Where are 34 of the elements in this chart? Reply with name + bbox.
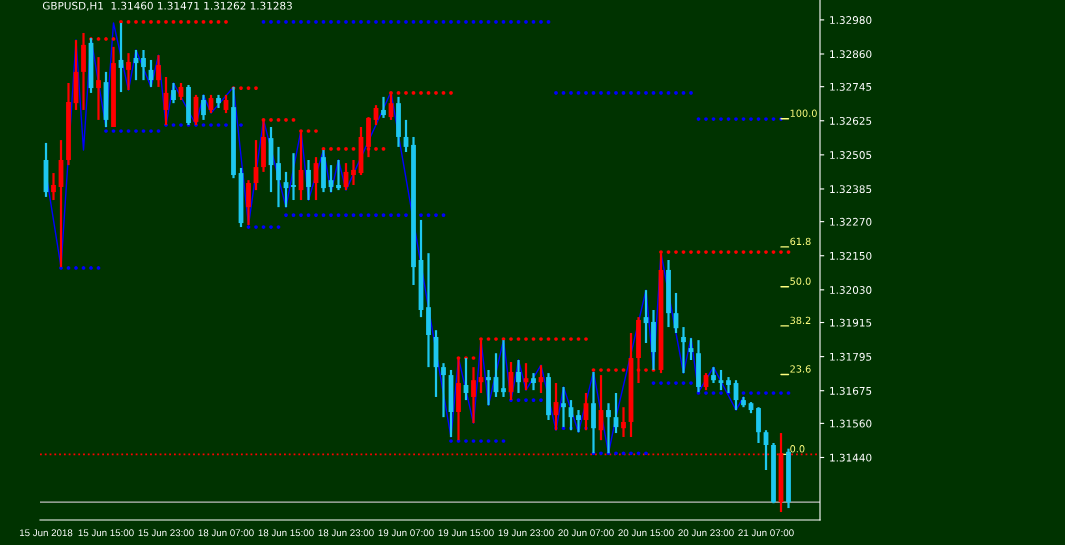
y-tick-label: 1.32745 — [830, 82, 872, 91]
x-tick-label: 15 Jun 23:00 — [138, 529, 194, 537]
series-label: 61.8 — [790, 237, 811, 246]
y-tick-label: 1.32150 — [830, 251, 872, 260]
x-tick-label: 18 Jun 23:00 — [318, 529, 374, 537]
x-tick-label: 19 Jun 15:00 — [438, 529, 494, 537]
series-label: 38.2 — [790, 316, 811, 325]
chart-title: GBPUSD,H1 1.31460 1.31471 1.31262 1.31283 — [42, 1, 292, 11]
y-tick-label: 1.31675 — [830, 386, 872, 395]
y-tick-label: 1.32505 — [830, 151, 872, 159]
x-tick-label: 15 Jun 15:00 — [78, 529, 134, 537]
x-tick-label: 18 Jun 07:00 — [198, 529, 254, 537]
x-tick-label: 19 Jun 07:00 — [378, 529, 434, 537]
y-tick-label: 1.31560 — [830, 419, 872, 428]
x-tick-label: 20 Jun 23:00 — [678, 529, 734, 537]
x-tick-label: 18 Jun 15:00 — [258, 529, 314, 537]
x-tick-label: 21 Jun 07:00 — [738, 529, 794, 537]
y-tick-label: 1.32030 — [830, 286, 872, 294]
y-tick-label: 1.31795 — [830, 352, 872, 361]
y-tick-label: 1.31440 — [830, 453, 872, 462]
series-label: 100.0 — [790, 109, 817, 117]
series-label: 23.6 — [790, 365, 811, 373]
series-label: 0.0 — [790, 445, 805, 453]
y-tick-label: 1.32385 — [830, 185, 872, 194]
y-tick-label: 1.32980 — [830, 16, 872, 24]
x-tick-label: 20 Jun 07:00 — [558, 529, 614, 537]
y-tick-label: 1.31915 — [830, 318, 872, 327]
y-tick-label: 1.32860 — [830, 50, 872, 59]
y-tick-label: 1.32270 — [830, 217, 872, 226]
x-tick-label: 19 Jun 23:00 — [498, 529, 554, 537]
x-tick-label: 15 Jun 2018 — [19, 529, 73, 537]
x-tick-label: 20 Jun 15:00 — [618, 529, 674, 537]
y-tick-label: 1.32625 — [830, 116, 872, 125]
series-label: 50.0 — [790, 277, 811, 285]
